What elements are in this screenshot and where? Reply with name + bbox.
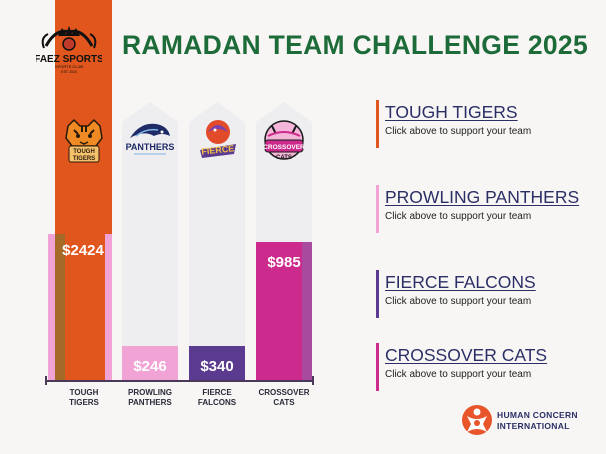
legend-color-bar [376, 270, 379, 318]
bar-prowling-panthers[interactable] [122, 346, 178, 380]
partner-line-2: INTERNATIONAL [497, 421, 570, 431]
svg-text:PANTHERS: PANTHERS [126, 142, 174, 152]
value-label-crossover-cats: $985 [267, 254, 301, 271]
faez-sports-logo[interactable]: FAEZ SPORTS SPORTS CLUB EST 2024 [36, 24, 102, 74]
partner-line-1: HUMAN CONCERN [497, 410, 578, 420]
brand-est: EST 2024 [61, 70, 77, 74]
category-label-tough-tigers: TOUGH TIGERS [69, 388, 99, 407]
tigers-logo-icon[interactable]: TOUGH TIGERS [60, 116, 108, 164]
x-axis-tick [45, 376, 47, 385]
brand-name: FAEZ SPORTS [36, 54, 102, 65]
value-label-fierce-falcons: $340 [200, 358, 234, 375]
legend-color-bar [376, 343, 379, 391]
svg-text:TOUGH: TOUGH [73, 149, 95, 155]
svg-text:CATS: CATS [276, 155, 292, 161]
legend-color-bar [376, 185, 379, 233]
team-link-label[interactable]: CROSSOVER CATS [385, 345, 548, 365]
page-title: RAMADAN TEAM CHALLENGE 2025 [122, 30, 589, 60]
category-label-prowling-panthers: PROWLING PANTHERS [128, 388, 172, 407]
cats-logo-icon[interactable]: CROSSOVER CATS [260, 116, 308, 164]
x-axis-tick [312, 376, 314, 385]
team-link-label[interactable]: PROWLING PANTHERS [385, 187, 580, 207]
support-hint: Click above to support your team [385, 369, 532, 380]
value-label-tough-tigers: $2424 [62, 242, 104, 259]
team-link-prowling-panthers[interactable]: PROWLING PANTHERS Click above to support… [376, 185, 586, 233]
team-link-tough-tigers[interactable]: TOUGH TIGERS Click above to support your… [376, 100, 586, 148]
support-hint: Click above to support your team [385, 296, 532, 307]
svg-text:CROSSOVER: CROSSOVER [263, 144, 305, 151]
team-link-crossover-cats[interactable]: CROSSOVER CATS Click above to support yo… [376, 343, 586, 391]
legend-color-bar [376, 100, 379, 148]
category-label-crossover-cats: CROSSOVER CATS [258, 388, 310, 407]
human-concern-logo-icon[interactable] [461, 404, 493, 436]
team-link-label[interactable]: TOUGH TIGERS [385, 102, 518, 122]
value-label-prowling-panthers: $246 [133, 358, 167, 375]
support-hint: Click above to support your team [385, 126, 532, 137]
svg-text:TIGERS: TIGERS [73, 156, 95, 162]
panthers-logo-icon[interactable]: PANTHERS [126, 116, 174, 164]
svg-text:FIERCE: FIERCE [201, 143, 235, 156]
support-hint: Click above to support your team [385, 211, 532, 222]
falcons-logo-icon[interactable]: FIERCE [194, 116, 242, 164]
bar-accent-cats [302, 242, 312, 380]
bar-accent-tigers [55, 234, 65, 380]
bar-fierce-falcons[interactable] [189, 346, 245, 380]
team-link-fierce-falcons[interactable]: FIERCE FALCONS Click above to support yo… [376, 270, 586, 318]
x-axis-line [45, 380, 314, 382]
human-concern-text: HUMAN CONCERN INTERNATIONAL [497, 410, 578, 432]
brand-sub: SPORTS CLUB [55, 64, 83, 69]
panthers-column-bg [122, 102, 178, 380]
category-label-fierce-falcons: FIERCE FALCONS [197, 388, 237, 407]
team-link-label[interactable]: FIERCE FALCONS [385, 272, 536, 292]
